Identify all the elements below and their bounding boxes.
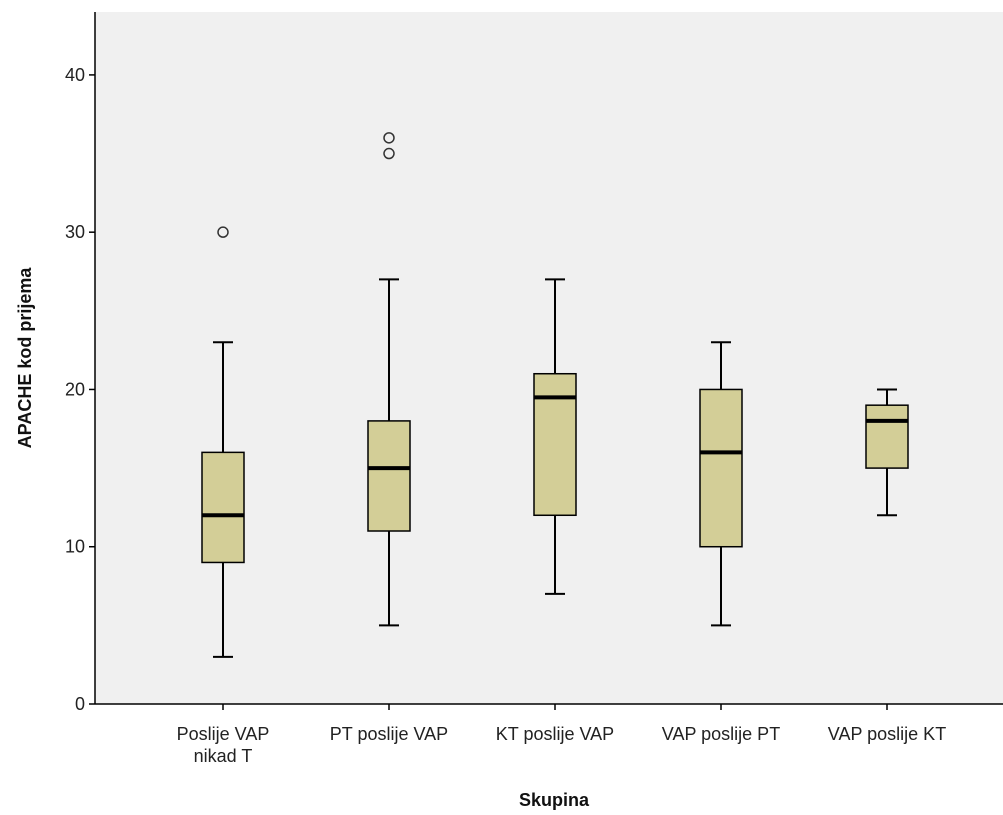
box-group [533, 278, 577, 595]
outlier-point [217, 226, 229, 238]
y-axis: 0 10 20 30 40 [65, 12, 96, 714]
y-tick-label: 10 [65, 537, 85, 557]
x-category-label: VAP poslije PT [662, 724, 780, 744]
y-tick-label: 40 [65, 65, 85, 85]
x-category-label: KT poslije VAP [496, 724, 614, 744]
box-group [699, 341, 743, 627]
x-category-label-line: Poslije VAP [177, 724, 270, 744]
outlier-point [383, 147, 395, 160]
boxes-layer [201, 132, 909, 658]
y-tick-label: 30 [65, 222, 85, 242]
iqr-box [367, 420, 411, 532]
iqr-box [865, 404, 909, 469]
x-axis [95, 703, 1003, 710]
iqr-box [533, 372, 577, 517]
x-category-label-line: PT poslije VAP [330, 724, 448, 744]
box-group [201, 226, 245, 658]
category-labels: Poslije VAP nikad T PT poslije VAP KT posli… [177, 724, 947, 766]
y-tick-label: 20 [65, 379, 85, 399]
iqr-box [699, 388, 743, 548]
x-category-label-line: VAP poslije PT [662, 724, 780, 744]
box-group [865, 388, 909, 517]
plot-area [95, 12, 1003, 704]
x-category-label: PT poslije VAP [330, 724, 448, 744]
outlier-point [383, 132, 395, 144]
x-category-label: VAP poslije KT [828, 724, 946, 744]
iqr-box [201, 451, 245, 564]
y-axis-title: APACHE kod prijema [15, 267, 35, 449]
x-category-label: Poslije VAP nikad T [177, 724, 270, 766]
box-group [367, 132, 411, 627]
x-category-label-line: KT poslije VAP [496, 724, 614, 744]
x-axis-title: Skupina [519, 790, 590, 810]
y-tick-label: 0 [75, 694, 85, 714]
x-category-label-line: nikad T [194, 746, 253, 766]
x-category-label-line: VAP poslije KT [828, 724, 946, 744]
